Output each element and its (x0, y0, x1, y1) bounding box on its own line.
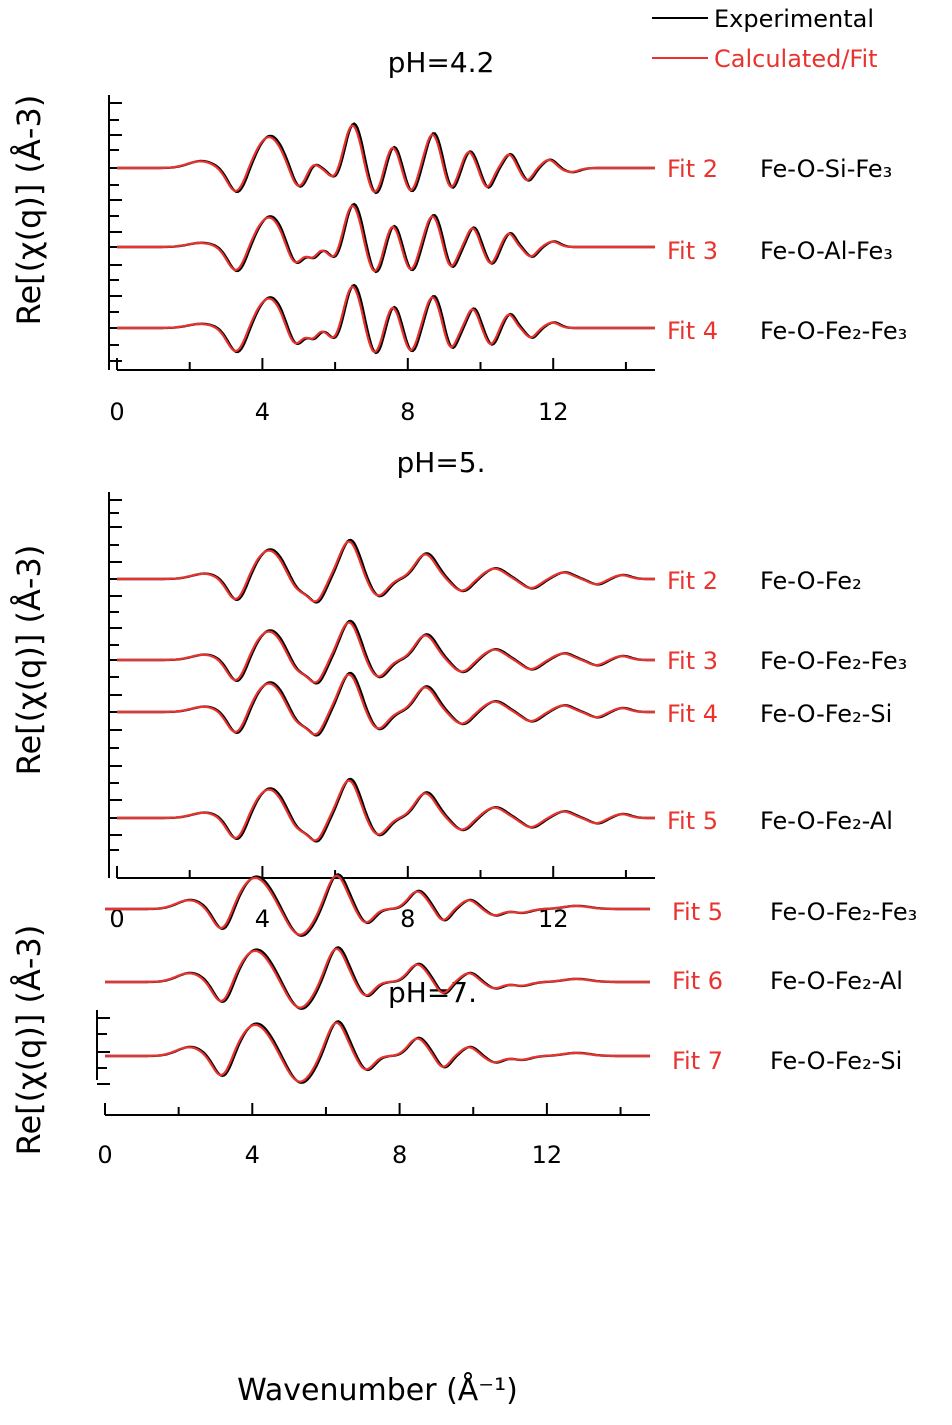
fit-label: Fit 4 (667, 317, 718, 345)
path-label: Fe-O-Fe₂-Fe₃ (770, 898, 917, 926)
fit-label: Fit 3 (667, 237, 718, 265)
x-tick-label: 0 (109, 905, 124, 933)
x-tick-label: 12 (538, 398, 569, 426)
experimental-line (117, 619, 655, 685)
experimental-line (117, 538, 655, 604)
panel-0: pH=4.2 Re[(χ(q)] (Å-3) 0 4 8 12 Fit 2 Fe-O-Si-F… (10, 46, 907, 426)
x-tick-label: 12 (532, 1141, 563, 1169)
fit-line (117, 621, 655, 684)
path-label: Fe-O-Fe₂-Fe₃ (760, 647, 907, 675)
fit-line (117, 285, 655, 354)
fit-label: Fit 2 (667, 567, 718, 595)
fit-line (117, 673, 655, 736)
path-label: Fe-O-Fe₂-Fe₃ (760, 317, 907, 345)
fit-line (117, 204, 655, 273)
fit-label: Fit 4 (667, 700, 718, 728)
legend-label-experimental: Experimental (714, 5, 874, 33)
x-tick-label: 4 (255, 905, 270, 933)
path-label: Fe-O-Al-Fe₃ (760, 237, 893, 265)
experimental-line (105, 1020, 650, 1084)
y-axis-label: Re[(χ(q)] (Å-3) (10, 545, 48, 776)
legend: Experimental Calculated/Fit (652, 5, 878, 73)
experimental-line (105, 946, 650, 1010)
experimental-line (117, 671, 655, 737)
fit-line (105, 1021, 650, 1083)
panel-title: pH=4.2 (388, 46, 495, 79)
path-label: Fe-O-Fe₂-Si (770, 1047, 902, 1075)
x-tick-label: 0 (97, 1141, 112, 1169)
fit-label: Fit 5 (672, 898, 723, 926)
path-label: Fe-O-Fe₂-Si (760, 700, 892, 728)
y-axis-label: Re[(χ(q)] (Å-3) (10, 95, 48, 326)
experimental-line (117, 777, 655, 843)
fit-line (105, 874, 650, 936)
legend-label-fit: Calculated/Fit (714, 45, 878, 73)
x-tick-label: 4 (255, 398, 270, 426)
fit-label: Fit 3 (667, 647, 718, 675)
path-label: Fe-O-Fe₂-Al (760, 807, 893, 835)
panels: pH=4.2 Re[(χ(q)] (Å-3) 0 4 8 12 Fit 2 Fe-O-Si-F… (10, 46, 917, 1408)
fit-label: Fit 5 (667, 807, 718, 835)
path-label: Fe-O-Si-Fe₃ (760, 155, 892, 183)
panel-title: pH=5. (396, 446, 485, 479)
x-axis-label: Wavenumber (Å⁻¹) (237, 1372, 518, 1408)
fit-label: Fit 7 (672, 1047, 723, 1075)
x-tick-label: 8 (400, 398, 415, 426)
x-tick-label: 0 (109, 398, 124, 426)
fit-line (117, 540, 655, 603)
experimental-line (117, 122, 655, 195)
x-tick-label: 4 (245, 1141, 260, 1169)
fit-label: Fit 2 (667, 155, 718, 183)
fit-line (105, 947, 650, 1009)
x-tick-label: 8 (392, 1141, 407, 1169)
x-tick-label: 8 (400, 905, 415, 933)
y-axis-label: Re[(χ(q)] (Å-3) (10, 925, 48, 1156)
fit-label: Fit 6 (672, 967, 723, 995)
path-label: Fe-O-Fe₂-Al (770, 967, 903, 995)
fit-line (117, 779, 655, 842)
fit-line (117, 124, 655, 194)
path-label: Fe-O-Fe₂ (760, 567, 862, 595)
